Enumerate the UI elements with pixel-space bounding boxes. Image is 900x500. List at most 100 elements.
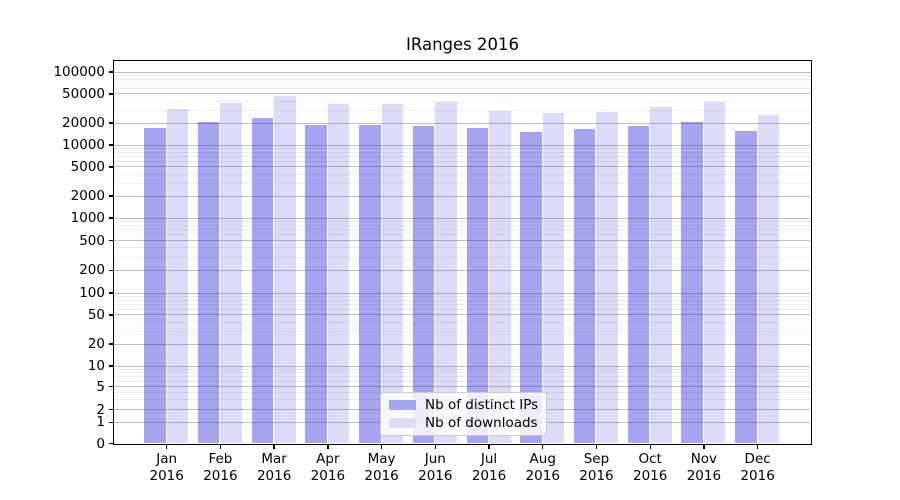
major-gridline: [114, 314, 811, 316]
minor-gridline: [114, 74, 811, 76]
plot-area: Nb of distinct IPs Nb of downloads: [113, 60, 812, 445]
minor-gridline: [114, 303, 811, 305]
gridlines-layer: [114, 61, 811, 444]
minor-gridline: [114, 376, 811, 378]
minor-gridline: [114, 155, 811, 157]
y-tick-label: 10000: [62, 137, 105, 153]
x-tick-label-may: May 2016: [350, 451, 414, 485]
minor-gridline: [114, 299, 811, 301]
x-tick-month: Oct: [638, 451, 662, 467]
bar-oct-distinct-ips: [627, 125, 650, 443]
x-tick-label-mar: Mar 2016: [242, 451, 306, 485]
major-gridline: [114, 144, 811, 146]
x-tick-year: 2016: [740, 468, 775, 484]
y-tick-label: 100: [79, 285, 105, 301]
x-tick-mark: [595, 445, 598, 449]
minor-gridline: [114, 160, 811, 162]
x-tick-mark: [166, 445, 168, 449]
y-tick-label: 2: [96, 401, 105, 418]
major-gridline: [114, 166, 811, 168]
x-tick-month: Mar: [261, 451, 287, 467]
minor-gridline: [114, 147, 811, 149]
x-tick-label-oct: Oct 2016: [618, 451, 682, 485]
x-tick-month: Nov: [690, 451, 718, 467]
y-tick-label: 1000: [70, 210, 105, 226]
bar-oct-downloads: [650, 106, 672, 443]
x-tick-mark: [649, 445, 651, 449]
chart-title: IRanges 2016: [406, 35, 519, 54]
x-tick-label-apr: Apr 2016: [296, 451, 360, 485]
bar-may-distinct-ips: [359, 124, 381, 443]
y-tick-label: 0: [96, 435, 105, 452]
legend-item-downloads: Nb of downloads: [389, 415, 538, 431]
minor-gridline: [114, 380, 811, 382]
bar-feb-downloads: [220, 103, 242, 443]
minor-gridline: [114, 78, 811, 80]
major-gridline: [114, 122, 811, 124]
x-tick-year: 2016: [310, 468, 346, 484]
minor-gridline: [114, 295, 811, 297]
x-tick-month: Feb: [208, 451, 233, 467]
x-tick-mark: [488, 445, 490, 449]
x-tick-month: May: [367, 451, 396, 467]
minor-gridline: [114, 229, 811, 231]
minor-gridline: [114, 87, 811, 89]
bar-dec-downloads: [757, 114, 780, 443]
x-tick-month: Jan: [156, 451, 178, 467]
major-gridline: [114, 292, 811, 294]
y-tick-label: 5: [96, 378, 105, 395]
x-tick-label-aug: Aug 2016: [511, 451, 575, 485]
y-tick-label: 50: [87, 306, 105, 323]
legend-swatch-distinct-ips: [389, 400, 416, 410]
x-tick-mark: [273, 445, 275, 449]
minor-gridline: [114, 256, 811, 258]
minor-gridline: [114, 82, 811, 84]
minor-gridline: [114, 368, 811, 370]
y-tick-label: 5000: [70, 158, 105, 175]
x-tick-mark: [327, 445, 329, 449]
legend-label-distinct-ips: Nb of distinct IPs: [425, 397, 539, 413]
minor-gridline: [114, 372, 811, 374]
x-tick-month: Sep: [583, 451, 610, 467]
x-tick-label-sep: Sep 2016: [564, 451, 628, 485]
major-gridline: [114, 217, 811, 219]
bar-jan-downloads: [166, 109, 189, 443]
bar-nov-downloads: [703, 102, 726, 443]
x-tick-year: 2016: [686, 468, 722, 484]
bar-mar-downloads: [274, 96, 296, 443]
bars-layer: [114, 61, 811, 444]
x-tick-label-jul: Jul 2016: [457, 451, 521, 485]
y-tick-label: 100000: [53, 64, 105, 80]
y-tick-label: 20: [87, 336, 105, 353]
x-tick-year: 2016: [203, 468, 238, 484]
major-gridline: [114, 195, 811, 197]
minor-gridline: [114, 151, 811, 153]
major-gridline: [114, 93, 811, 95]
x-tick-year: 2016: [256, 468, 292, 484]
bar-apr-downloads: [327, 103, 350, 443]
bar-sep-downloads: [596, 111, 618, 443]
x-tick-mark: [380, 445, 383, 449]
x-tick-mark: [703, 445, 705, 449]
bar-feb-distinct-ips: [197, 121, 220, 443]
bar-sep-distinct-ips: [573, 129, 596, 443]
bar-dec-distinct-ips: [735, 130, 757, 443]
minor-gridline: [114, 308, 811, 310]
x-tick-year: 2016: [525, 468, 560, 484]
minor-gridline: [114, 321, 811, 323]
x-tick-year: 2016: [364, 468, 399, 484]
y-tick-label: 2000: [70, 188, 105, 205]
minor-gridline: [114, 220, 811, 222]
minor-gridline: [114, 234, 811, 236]
major-gridline: [114, 343, 811, 345]
x-tick-year: 2016: [418, 468, 453, 484]
y-tick-label: 200: [79, 262, 105, 279]
x-tick-month: Jul: [480, 451, 498, 467]
x-tick-month: Apr: [316, 451, 340, 467]
major-gridline: [114, 240, 811, 242]
x-tick-year: 2016: [632, 468, 668, 484]
x-tick-mark: [219, 445, 222, 449]
x-tick-mark: [542, 445, 544, 449]
x-tick-label-jan: Jan 2016: [135, 451, 199, 485]
